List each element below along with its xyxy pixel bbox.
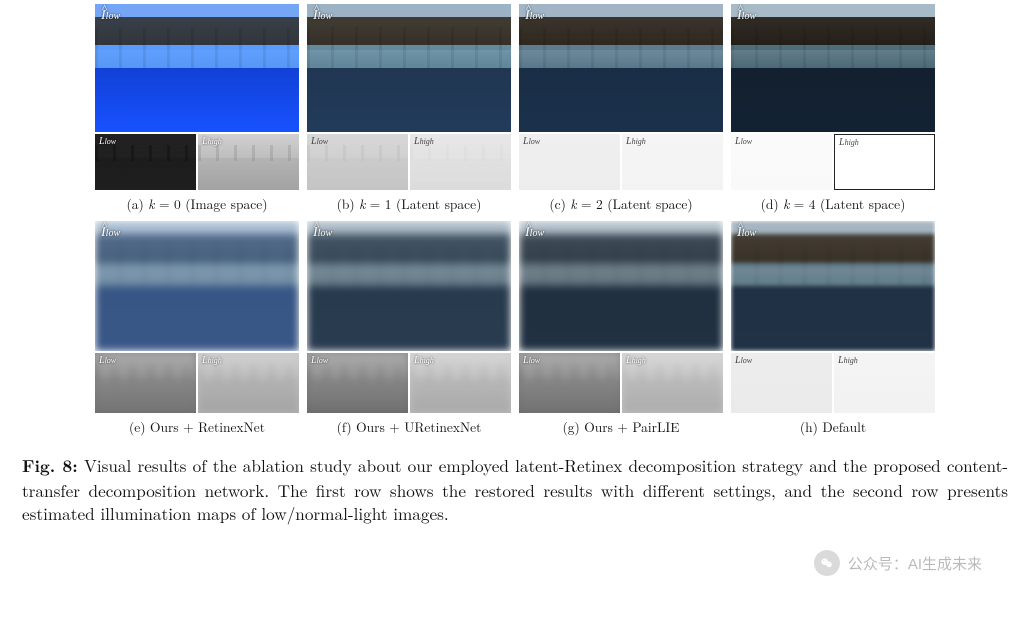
- label-L-low: Llow: [99, 355, 116, 366]
- panel-a-main: ^Ilow: [95, 4, 299, 132]
- label-L-high: Lhigh: [202, 136, 222, 147]
- panel-L-high: Lhigh: [622, 353, 723, 413]
- panel-f-subs: Llow Lhigh: [307, 353, 511, 413]
- panel-a-caption: (a) k = 0 (Image space): [95, 194, 299, 213]
- panel-c-main: ^Ilow: [519, 4, 723, 132]
- wechat-icon: [814, 550, 840, 576]
- panel-g-caption: (g) Ours + PairLIE: [519, 417, 723, 436]
- figure-caption-label: Fig. 8:: [22, 454, 78, 478]
- label-L-low: Llow: [311, 136, 328, 147]
- panel-L-high: Lhigh: [622, 134, 723, 190]
- label-I-low: ^Ilow: [101, 8, 120, 24]
- panel-c: ^Ilow Llow Lhigh (c) k = 2 (Latent space…: [519, 4, 723, 213]
- panel-b: ^Ilow Llow Lhigh (b) k = 1 (Latent space…: [307, 4, 511, 213]
- panel-f-caption: (f) Ours + URetinexNet: [307, 417, 511, 436]
- panel-d-subs: Llow Lhigh: [731, 134, 935, 190]
- label-L-high: Lhigh: [202, 355, 222, 366]
- panel-f-main: ^Ilow: [307, 221, 511, 351]
- panel-a-subs: Llow Lhigh: [95, 134, 299, 190]
- panel-L-high: Lhigh: [198, 353, 299, 413]
- panel-g-main: ^Ilow: [519, 221, 723, 351]
- label-L-high: Lhigh: [414, 136, 434, 147]
- panel-L-high: Lhigh: [410, 353, 511, 413]
- figure-grid: ^Ilow Llow Lhigh (a) k = 0 (Image space): [95, 4, 935, 436]
- label-I-low: ^Ilow: [313, 8, 332, 24]
- panel-d: ^Ilow Llow Lhigh (d) k = 4 (Latent space…: [731, 4, 935, 213]
- label-L-low: Llow: [99, 136, 116, 147]
- panel-a: ^Ilow Llow Lhigh (a) k = 0 (Image space): [95, 4, 299, 213]
- panel-L-low: Llow: [519, 353, 620, 413]
- label-L-high: Lhigh: [839, 137, 859, 148]
- label-L-high: Lhigh: [626, 355, 646, 366]
- label-L-high: Lhigh: [838, 355, 858, 366]
- panel-L-low: Llow: [307, 134, 408, 190]
- watermark-text: 公众号：AI生成未来: [848, 553, 982, 574]
- panel-L-high: Lhigh: [834, 134, 935, 190]
- label-L-low: Llow: [735, 355, 752, 366]
- panel-d-caption: (d) k = 4 (Latent space): [731, 194, 935, 213]
- panel-L-low: Llow: [307, 353, 408, 413]
- panel-g-subs: Llow Lhigh: [519, 353, 723, 413]
- figure-row-2: ^Ilow Llow Lhigh (e) Ours + RetinexNet: [95, 221, 935, 436]
- panel-L-low: Llow: [519, 134, 620, 190]
- label-I-low: ^Ilow: [737, 8, 756, 24]
- panel-h: ^Ilow Llow Lhigh (h) Default: [731, 221, 935, 436]
- panel-b-main: ^Ilow: [307, 4, 511, 132]
- panel-e: ^Ilow Llow Lhigh (e) Ours + RetinexNet: [95, 221, 299, 436]
- label-L-high: Lhigh: [626, 136, 646, 147]
- panel-L-high: Lhigh: [410, 134, 511, 190]
- label-L-low: Llow: [523, 136, 540, 147]
- panel-e-caption: (e) Ours + RetinexNet: [95, 417, 299, 436]
- panel-b-subs: Llow Lhigh: [307, 134, 511, 190]
- label-L-high: Lhigh: [414, 355, 434, 366]
- label-I-low: ^Ilow: [737, 225, 756, 241]
- watermark: 公众号：AI生成未来: [814, 550, 982, 576]
- figure-caption-text: Visual results of the ablation study abo…: [22, 453, 1008, 525]
- panel-h-subs: Llow Lhigh: [731, 353, 935, 413]
- label-I-low: ^Ilow: [525, 225, 544, 241]
- label-L-low: Llow: [311, 355, 328, 366]
- label-L-low: Llow: [735, 136, 752, 147]
- panel-c-caption: (c) k = 2 (Latent space): [519, 194, 723, 213]
- panel-f: ^Ilow Llow Lhigh (f) Ours + URetinexNet: [307, 221, 511, 436]
- figure-row-1: ^Ilow Llow Lhigh (a) k = 0 (Image space): [95, 4, 935, 213]
- panel-L-low: Llow: [731, 134, 832, 190]
- panel-L-low: Llow: [95, 134, 196, 190]
- panel-L-low: Llow: [95, 353, 196, 413]
- panel-g: ^Ilow Llow Lhigh (g) Ours + PairLIE: [519, 221, 723, 436]
- figure-caption: Fig. 8: Visual results of the ablation s…: [22, 454, 1008, 526]
- figure-8-page: ^Ilow Llow Lhigh (a) k = 0 (Image space): [0, 0, 1030, 618]
- label-I-low: ^Ilow: [101, 225, 120, 241]
- label-I-low: ^Ilow: [525, 8, 544, 24]
- panel-L-low: Llow: [731, 353, 832, 413]
- panel-h-main: ^Ilow: [731, 221, 935, 351]
- panel-c-subs: Llow Lhigh: [519, 134, 723, 190]
- panel-e-main: ^Ilow: [95, 221, 299, 351]
- label-L-low: Llow: [523, 355, 540, 366]
- panel-e-subs: Llow Lhigh: [95, 353, 299, 413]
- panel-d-main: ^Ilow: [731, 4, 935, 132]
- panel-L-high: Lhigh: [198, 134, 299, 190]
- panel-L-high: Lhigh: [834, 353, 935, 413]
- label-I-low: ^Ilow: [313, 225, 332, 241]
- panel-b-caption: (b) k = 1 (Latent space): [307, 194, 511, 213]
- panel-h-caption: (h) Default: [731, 417, 935, 436]
